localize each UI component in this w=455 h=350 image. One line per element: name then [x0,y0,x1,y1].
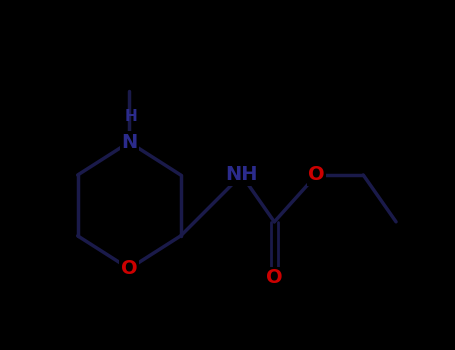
Text: NH: NH [225,166,258,184]
Text: O: O [308,166,325,184]
Text: O: O [266,268,283,287]
Text: N: N [121,133,137,152]
Text: H: H [125,108,137,124]
Text: O: O [121,259,137,278]
